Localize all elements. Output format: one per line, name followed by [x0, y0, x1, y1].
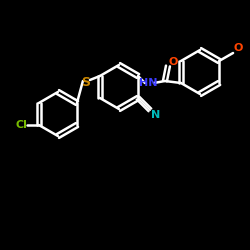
Text: N: N	[152, 110, 160, 120]
Text: HN: HN	[139, 78, 157, 88]
Text: O: O	[168, 57, 178, 67]
Text: O: O	[233, 43, 243, 53]
Text: S: S	[82, 76, 90, 88]
Text: Cl: Cl	[16, 120, 28, 130]
